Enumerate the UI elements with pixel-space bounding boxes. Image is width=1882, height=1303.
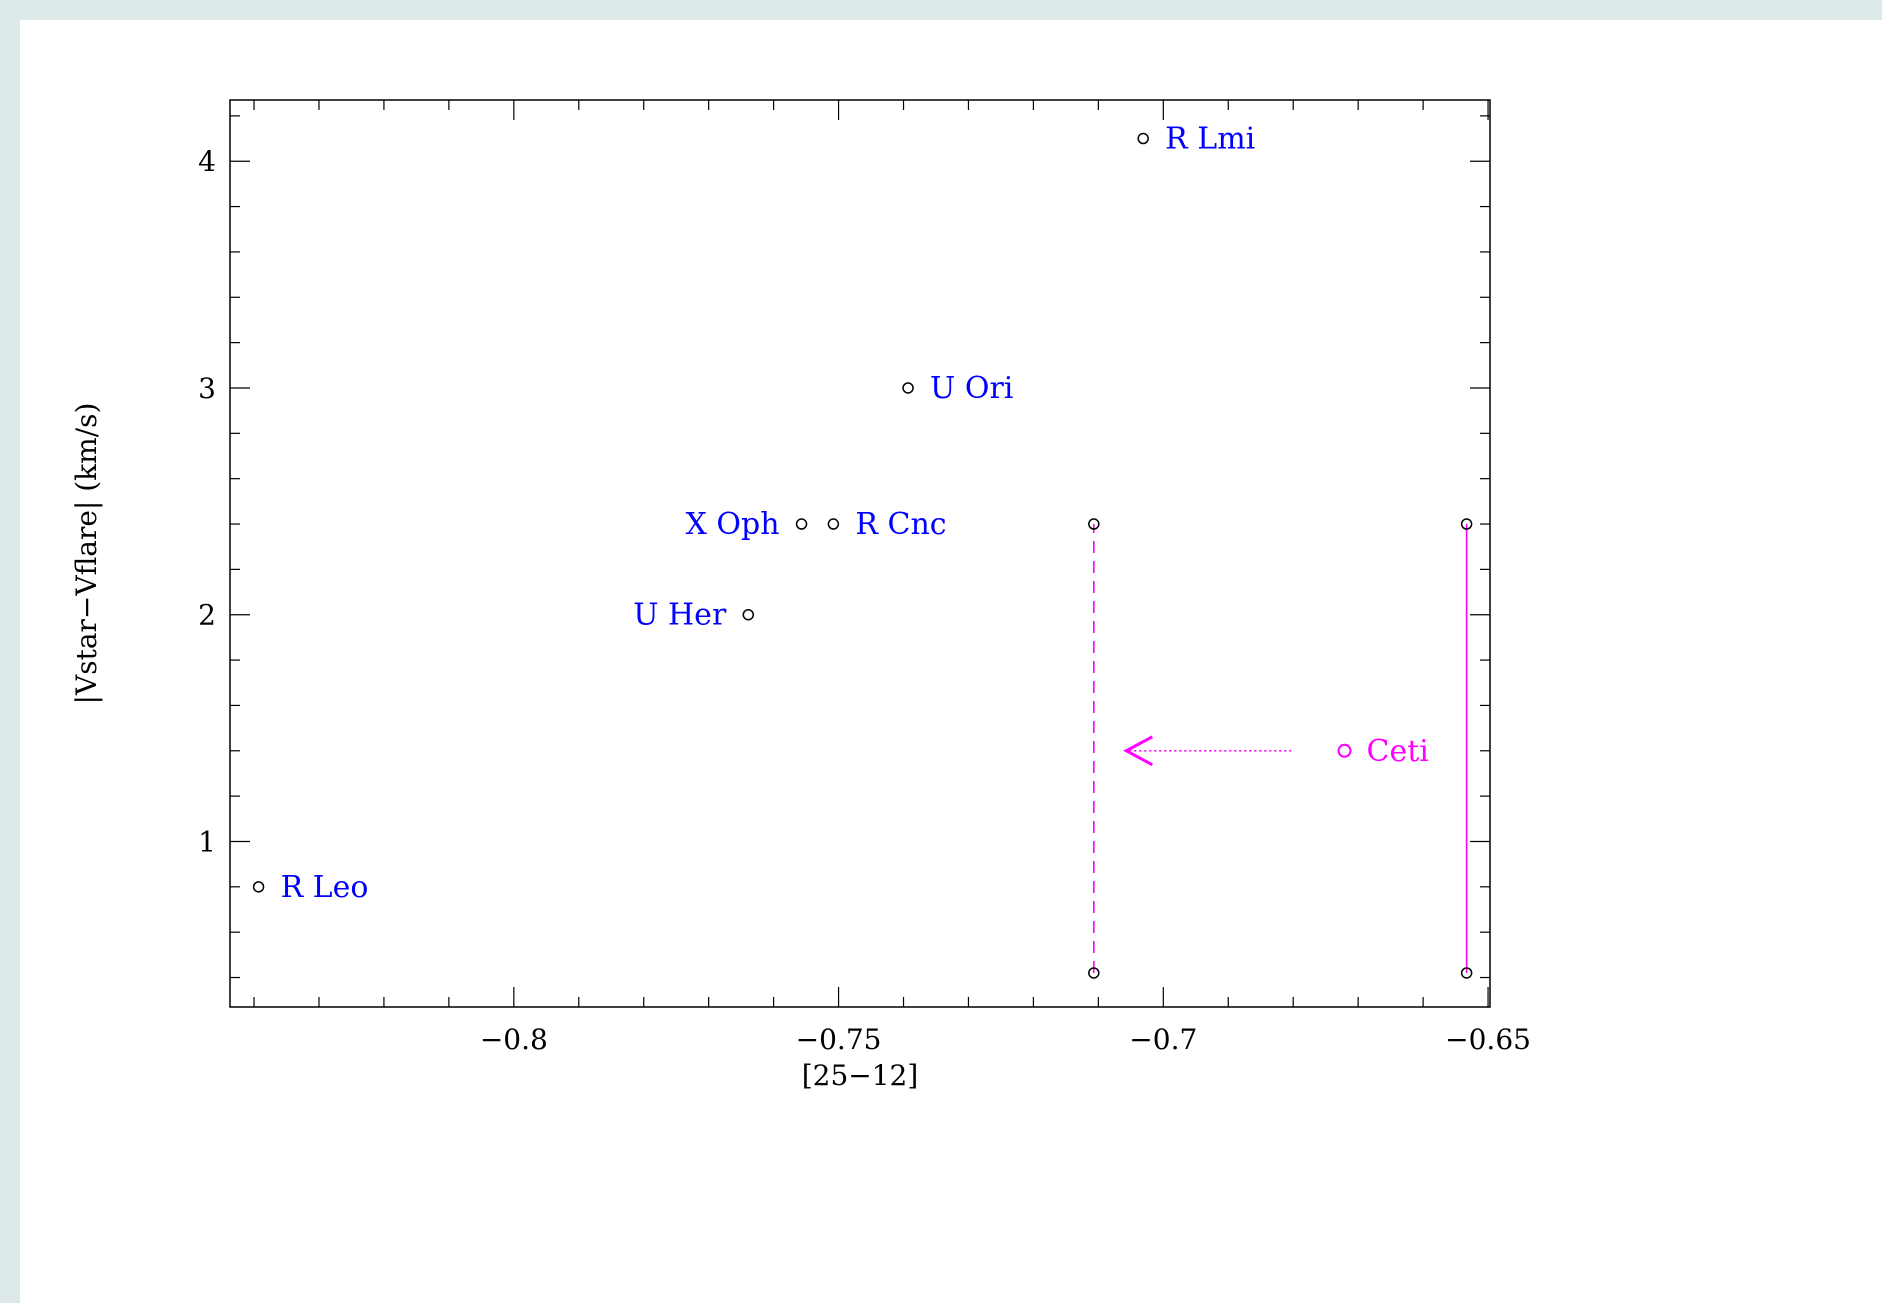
x-axis-label: [25−12]: [802, 1059, 919, 1092]
ceti-label: Ceti: [1367, 734, 1429, 769]
x-tick-label: −0.7: [1129, 1023, 1197, 1056]
point-label: R Leo: [281, 870, 369, 905]
point-label: R Cnc: [855, 507, 946, 542]
figure-panel: −0.8 −0.75 −0.7 −0.65 1 2 3 4 [25−12] |Vstar−Vfla…: [20, 20, 1882, 1303]
point-label: R Lmi: [1165, 122, 1255, 157]
ceti-arrow-head: [1123, 735, 1154, 767]
ceti-solid-endpoint: [1460, 967, 1473, 979]
point-label: U Her: [633, 598, 727, 633]
x-tick-label: −0.65: [1445, 1023, 1531, 1056]
y-axis-label: |Vstar−Vflare| (km/s): [70, 403, 103, 705]
point-label: X Oph: [686, 507, 780, 542]
data-point: [742, 608, 755, 621]
data-point: [795, 518, 808, 530]
data-point: [827, 518, 840, 530]
ceti-dashed-endpoint: [1088, 518, 1100, 530]
data-point: [902, 382, 914, 394]
x-tick-label: −0.75: [796, 1023, 882, 1056]
data-point: [1137, 132, 1149, 145]
ceti-point: [1337, 743, 1352, 758]
ceti-dashed-endpoint: [1088, 967, 1100, 979]
point-label: U Ori: [930, 371, 1013, 406]
x-tick-label: −0.8: [480, 1023, 548, 1056]
plot-frame: [229, 99, 1491, 1008]
scatter-chart: −0.8 −0.75 −0.7 −0.65 1 2 3 4 [25−12] |Vstar−Vfla…: [70, 99, 1531, 1092]
data-point: [252, 881, 265, 893]
ceti-solid-endpoint: [1460, 518, 1473, 530]
y-tick-label: 4: [198, 145, 216, 178]
y-tick-label: 1: [198, 825, 216, 858]
y-tick-label: 3: [198, 372, 216, 405]
y-tick-label: 2: [198, 599, 216, 632]
